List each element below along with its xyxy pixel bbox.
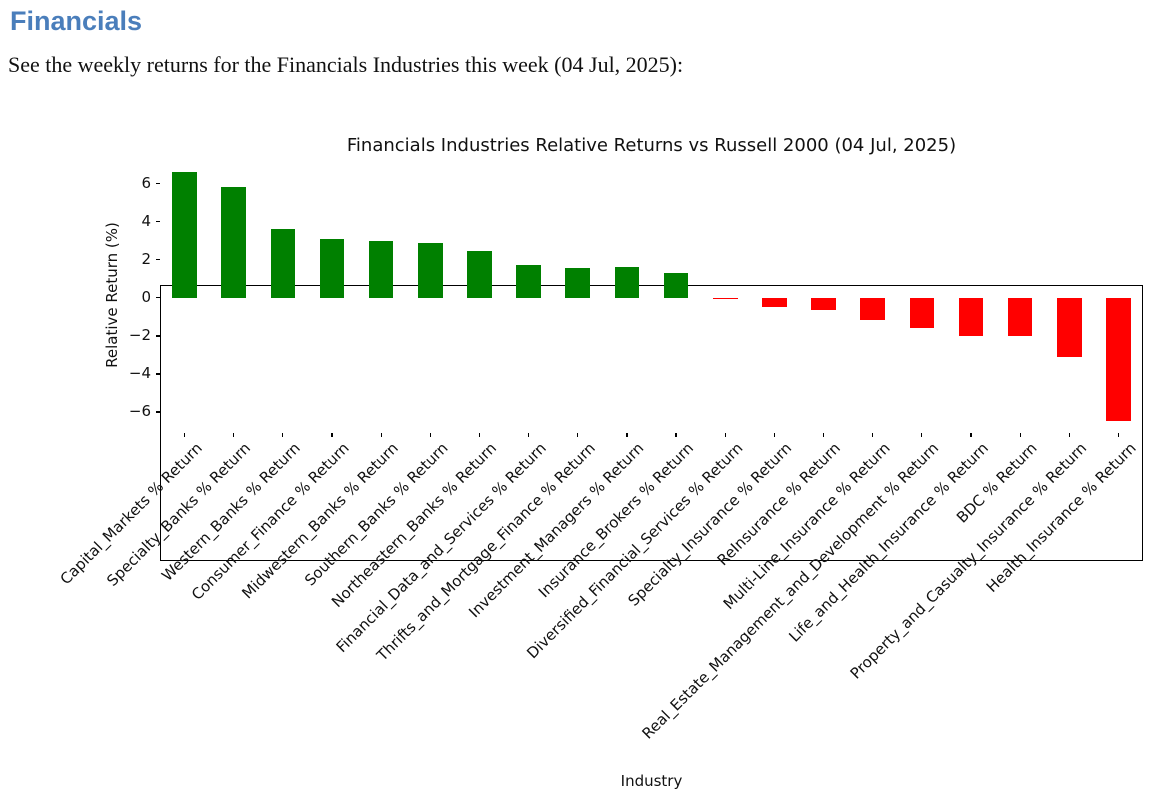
x-tick-mark [1068,433,1070,437]
bar-negative [762,297,787,308]
y-tick-label: 6 [141,173,151,192]
x-tick-mark [1117,433,1119,437]
x-tick-mark [921,433,923,437]
y-tick-label: 4 [141,211,151,230]
y-tick-label: −6 [128,402,151,421]
x-tick-mark [478,433,481,437]
bar-negative [1106,297,1131,421]
bar-positive [565,268,591,298]
y-tick-mark [156,411,160,413]
y-tick-label: 2 [141,249,151,268]
bar-positive [418,242,443,298]
x-tick-mark [626,433,628,437]
x-tick-mark [577,433,579,437]
bar-negative [860,297,885,320]
bar-positive [221,187,246,298]
x-tick-mark [528,433,530,437]
bar-positive [172,172,197,298]
intro-text: See the weekly returns for the Financial… [8,52,684,77]
y-tick-mark [156,335,160,337]
bar-positive [368,240,394,298]
y-tick-label: −2 [128,325,151,344]
x-tick-mark [331,433,333,437]
bar-negative [1007,297,1033,336]
y-tick-mark [156,221,160,223]
bar-negative [958,297,984,336]
y-tick-mark [156,373,160,375]
bar-negative [712,297,738,300]
y-tick-mark [156,183,160,185]
x-tick-mark [724,433,726,437]
x-tick-mark [970,433,972,437]
x-tick-mark [380,433,382,437]
chart-title: Financials Industries Relative Returns v… [346,135,957,156]
bar-negative [1056,297,1082,357]
x-tick-mark [872,433,874,437]
returns-bar-chart: Financials Industries Relative Returns v… [0,128,1152,798]
bar-negative [909,297,935,329]
x-tick-mark [429,433,431,437]
bar-positive [663,273,689,298]
y-tick-label: −4 [128,363,151,382]
x-axis-label: Industry [620,772,683,790]
bar-positive [614,267,640,298]
y-tick-mark [156,297,160,299]
page-title: Financials [10,6,143,36]
x-tick-mark [773,433,775,437]
x-tick-mark [1019,433,1021,437]
bar-positive [516,265,541,298]
bar-positive [270,229,296,298]
bar-negative [811,297,836,311]
y-tick-mark [156,259,160,261]
x-tick-mark [183,433,186,437]
x-tick-mark [282,433,284,437]
bar-positive [319,238,345,298]
bar-positive [467,251,492,298]
x-tick-mark [822,433,825,437]
x-tick-mark [233,433,235,437]
x-tick-mark [675,433,677,437]
y-tick-label: 0 [141,287,151,306]
